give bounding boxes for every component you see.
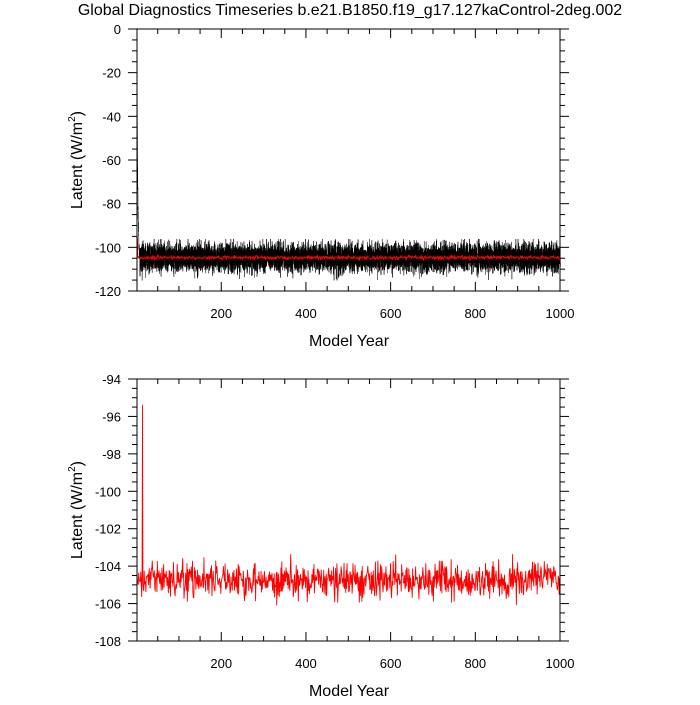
top-ytick-label: -60 — [102, 153, 121, 168]
top-series-1-line — [136, 28, 561, 281]
bottom-xtick-label: 800 — [464, 656, 486, 671]
bottom-xtick-label: 200 — [210, 656, 232, 671]
bottom-ticks-layer: 200 400 600 800 1000 -94 -96 -98 -100 -102 -104 -10… — [95, 372, 574, 671]
top-yaxis-label: Latent (W/m2) — [67, 111, 86, 209]
bottom-ytick-label: -102 — [95, 522, 121, 537]
bottom-xtick-label: 1000 — [546, 656, 575, 671]
top-ticks-layer: 200 400 600 800 1000 0 -20 -40 -60 -80 -100 -120 — [95, 22, 574, 321]
top-ytick-label: -80 — [102, 197, 121, 212]
top-xtick-label: 800 — [464, 306, 486, 321]
top-panel: 200 400 600 800 1000 0 -20 -40 -60 -80 -100 -120 Mo… — [67, 22, 574, 350]
top-series-layer — [136, 28, 561, 281]
top-ytick-label: -120 — [95, 284, 121, 299]
top-xtick-label: 400 — [295, 306, 317, 321]
bottom-xtick-label: 400 — [295, 656, 317, 671]
top-ytick-label: -100 — [95, 240, 121, 255]
bottom-ytick-label: -98 — [102, 447, 121, 462]
top-xtick-label: 1000 — [546, 306, 575, 321]
bottom-xtick-label: 600 — [380, 656, 402, 671]
top-xtick-label: 600 — [380, 306, 402, 321]
top-series-2-line — [136, 236, 561, 261]
top-ytick-label: 0 — [114, 22, 121, 37]
bottom-ytick-label: -94 — [102, 372, 121, 387]
bottom-panel: 200 400 600 800 1000 -94 -96 -98 -100 -102 -104 -10… — [67, 372, 574, 700]
bottom-ytick-label: -108 — [95, 634, 121, 649]
chart-title: Global Diagnostics Timeseries b.e21.B185… — [77, 2, 623, 19]
bottom-ytick-label: -96 — [102, 409, 121, 424]
bottom-ytick-label: -106 — [95, 597, 121, 612]
bottom-ytick-label: -100 — [95, 484, 121, 499]
bottom-xaxis-label: Model Year — [309, 683, 390, 700]
top-xaxis-label: Model Year — [309, 333, 390, 350]
bottom-series-layer — [136, 404, 561, 606]
bottom-plot-frame — [136, 378, 561, 642]
bottom-yaxis-label: Latent (W/m2) — [67, 461, 86, 559]
top-ytick-label: -20 — [102, 66, 121, 81]
top-ytick-label: -40 — [102, 109, 121, 124]
bottom-ytick-label: -104 — [95, 559, 121, 574]
bottom-series-1-line — [136, 404, 561, 606]
top-xtick-label: 200 — [210, 306, 232, 321]
